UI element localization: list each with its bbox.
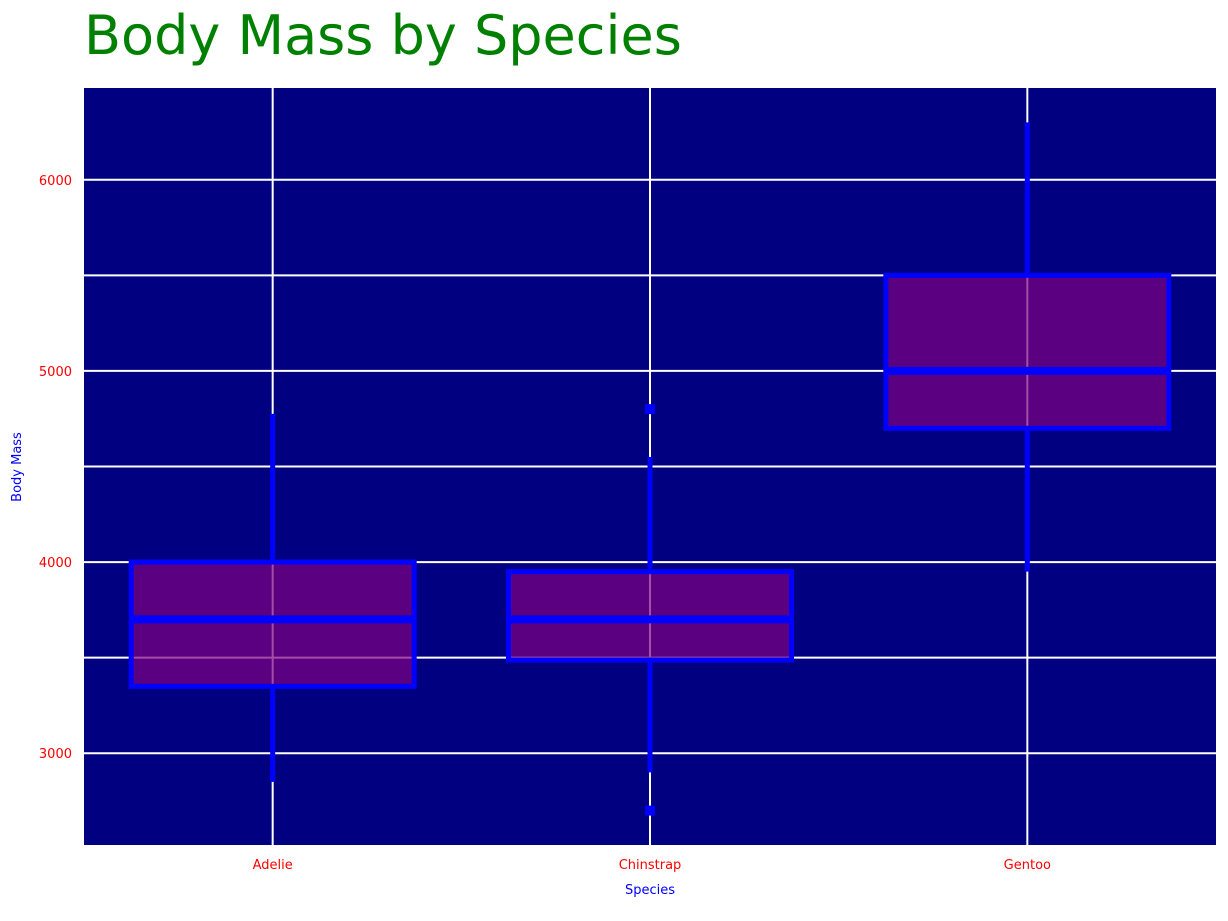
chart-title: Body Mass by Species — [84, 4, 682, 67]
box-plot-chinstrap — [506, 404, 794, 816]
x-tick-label: Chinstrap — [619, 858, 682, 873]
iqr-box — [128, 559, 417, 689]
x-axis-label: Species — [625, 883, 675, 898]
tick-labels: 3000 4000 5000 6000 Adelie Chinstrap Gentoo — [39, 174, 1051, 873]
box-plots — [128, 122, 1172, 816]
box-plot-gentoo — [883, 122, 1172, 572]
y-tick-label: 3000 — [39, 747, 72, 762]
y-tick-label: 4000 — [39, 556, 72, 571]
box-plot-adelie — [128, 413, 417, 782]
iqr-box — [883, 272, 1172, 431]
y-axis-label: Body Mass — [10, 432, 25, 502]
outlier-point — [645, 805, 655, 816]
x-tick-label: Gentoo — [1004, 858, 1051, 873]
y-tick-label: 6000 — [39, 174, 72, 189]
y-tick-label: 5000 — [39, 365, 72, 380]
x-tick-label: Adelie — [253, 858, 293, 873]
outlier-point — [645, 404, 655, 415]
